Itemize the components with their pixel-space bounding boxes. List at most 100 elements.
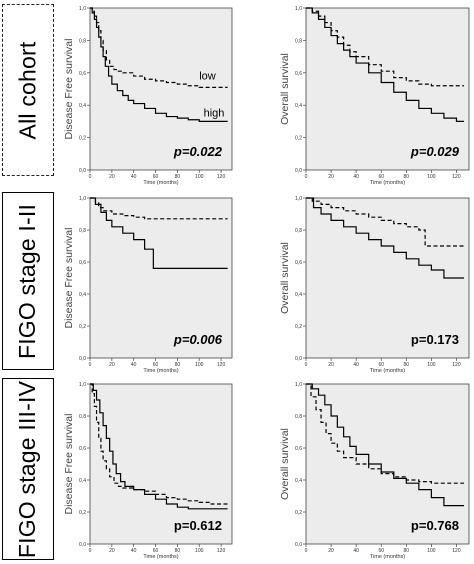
- x-tick-label: 100: [195, 174, 204, 180]
- y-tick-label: 0,0: [295, 168, 302, 174]
- x-tick-label: 40: [131, 174, 137, 180]
- x-tick-label: 80: [175, 174, 181, 180]
- x-tick-label: 40: [131, 362, 137, 368]
- y-tick-label: 0,2: [295, 136, 302, 142]
- y-tick-label: 1,0: [295, 196, 302, 202]
- x-tick-label: 100: [195, 548, 204, 554]
- y-tick-label: 0,0: [295, 542, 302, 548]
- y-tick-label: 0,2: [295, 324, 302, 330]
- x-tick-label: 100: [427, 174, 436, 180]
- y-tick-label: 0,0: [79, 542, 86, 548]
- y-axis-label: Disease Free survival: [63, 39, 75, 140]
- p-value-label: p=0.022: [173, 144, 223, 159]
- x-tick-label: 0: [305, 362, 308, 368]
- y-axis-label: Disease Free survival: [63, 228, 75, 329]
- plot-area: [89, 7, 233, 171]
- x-axis-label: Time (months): [370, 554, 405, 560]
- plot-area: [305, 383, 470, 545]
- y-tick-label: 0,6: [295, 446, 302, 452]
- x-tick-label: 60: [153, 548, 159, 554]
- y-axis-label: Overall survival: [279, 53, 291, 125]
- y-axis-label: Disease Free survival: [63, 414, 75, 515]
- series-line-high: [306, 383, 464, 507]
- y-tick-label: 0,8: [79, 38, 86, 44]
- x-tick-label: 20: [109, 174, 115, 180]
- y-tick-label: 0,6: [79, 260, 86, 266]
- y-tick-label: 1,0: [79, 382, 86, 388]
- y-tick-label: 1,0: [79, 6, 86, 12]
- y-tick-label: 1,0: [79, 196, 86, 202]
- y-tick-label: 0,0: [79, 168, 86, 174]
- x-tick-label: 0: [89, 174, 92, 180]
- series-line-low: [306, 383, 464, 484]
- y-tick-label: 0,4: [295, 103, 302, 109]
- p-value-label: p=0.612: [174, 518, 222, 533]
- x-tick-label: 120: [217, 548, 226, 554]
- x-tick-label: 120: [452, 174, 461, 180]
- x-tick-label: 0: [89, 548, 92, 554]
- y-tick-label: 1,0: [295, 6, 302, 12]
- y-tick-label: 0,6: [295, 71, 302, 77]
- x-axis-label: Time (months): [370, 180, 405, 186]
- y-tick-label: 0,8: [79, 228, 86, 234]
- x-tick-label: 0: [305, 548, 308, 554]
- y-tick-label: 0,6: [79, 446, 86, 452]
- x-axis-label: Time (months): [143, 368, 178, 374]
- y-tick-label: 0,8: [295, 414, 302, 420]
- x-tick-label: 80: [175, 548, 181, 554]
- x-tick-label: 120: [217, 362, 226, 368]
- y-tick-label: 0,0: [79, 356, 86, 362]
- y-tick-label: 0,4: [79, 103, 86, 109]
- series-line-high: [306, 7, 464, 122]
- x-tick-label: 60: [378, 548, 384, 554]
- series-annotation: high: [204, 108, 225, 120]
- series-line-low: [90, 197, 228, 220]
- p-value-label: p=0.006: [173, 332, 223, 347]
- y-tick-label: 0,0: [295, 356, 302, 362]
- x-tick-label: 120: [452, 362, 461, 368]
- x-tick-label: 40: [353, 362, 359, 368]
- series-line-high: [90, 383, 228, 510]
- y-tick-label: 0,4: [295, 478, 302, 484]
- x-tick-label: 20: [109, 548, 115, 554]
- x-tick-label: 0: [305, 174, 308, 180]
- x-tick-label: 60: [378, 174, 384, 180]
- x-tick-label: 60: [153, 362, 159, 368]
- x-tick-label: 80: [404, 174, 410, 180]
- y-tick-label: 0,8: [295, 38, 302, 44]
- y-tick-label: 0,8: [79, 414, 86, 420]
- x-tick-label: 120: [452, 548, 461, 554]
- y-axis-label: Overall survival: [279, 428, 291, 500]
- x-tick-label: 80: [404, 362, 410, 368]
- y-tick-label: 0,4: [295, 292, 302, 298]
- y-tick-label: 0,6: [79, 71, 86, 77]
- x-tick-label: 100: [195, 362, 204, 368]
- series-line-low: [90, 383, 228, 505]
- y-tick-label: 1,0: [295, 382, 302, 388]
- series-line-low: [90, 7, 228, 88]
- p-value-label: p=0.029: [410, 144, 460, 159]
- series-line-high: [90, 197, 228, 269]
- x-axis-label: Time (months): [143, 554, 178, 560]
- x-tick-label: 60: [153, 174, 159, 180]
- x-tick-label: 40: [353, 174, 359, 180]
- x-tick-label: 60: [378, 362, 384, 368]
- y-tick-label: 0,2: [79, 136, 86, 142]
- p-value-label: p=0.768: [411, 518, 459, 533]
- x-tick-label: 20: [109, 362, 115, 368]
- row-label-figo-stage-iii-iv: FIGO stage III-IV: [2, 378, 54, 560]
- p-value-label: p=0.173: [411, 332, 459, 347]
- y-tick-label: 0,8: [295, 228, 302, 234]
- y-axis-label: Overall survival: [279, 242, 291, 314]
- x-tick-label: 40: [353, 548, 359, 554]
- series-line-low: [306, 197, 464, 247]
- y-tick-label: 0,2: [79, 324, 86, 330]
- x-tick-label: 100: [427, 548, 436, 554]
- x-tick-label: 40: [131, 548, 137, 554]
- series-annotation: low: [199, 70, 216, 82]
